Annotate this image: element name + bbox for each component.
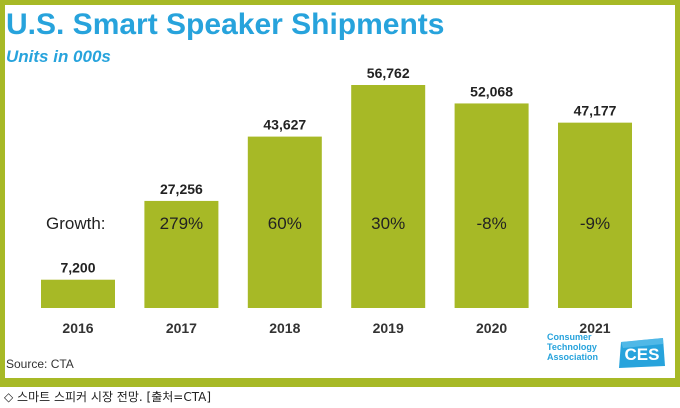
value-label-2016: 7,200	[60, 260, 95, 276]
growth-2019: 30%	[371, 214, 405, 233]
growth-2017: 279%	[160, 214, 203, 233]
image-caption: ◇ 스마트 스피커 시장 전망. [출처=CTA]	[4, 390, 212, 404]
logo-line-2: Technology	[547, 342, 597, 352]
growth-2018: 60%	[268, 214, 302, 233]
value-label-2021: 47,177	[574, 103, 617, 119]
x-tick-2018: 2018	[269, 320, 300, 336]
bar-chart: Growth: 7,200 2016 27,256 279% 2017 43,627 60% 2…	[41, 65, 632, 336]
bar-2020	[454, 103, 529, 308]
chart-title: U.S. Smart Speaker Shipments	[6, 8, 445, 41]
x-tick-2016: 2016	[62, 320, 93, 336]
growth-2020: -8%	[476, 214, 506, 233]
logo-wordmark: Consumer Technology Association	[547, 332, 598, 362]
x-tick-2020: 2020	[476, 320, 507, 336]
value-label-2019: 56,762	[367, 65, 410, 81]
cta-ces-logo: Consumer Technology Association CES	[547, 330, 669, 372]
x-tick-2019: 2019	[373, 320, 404, 336]
bar-2019	[351, 85, 426, 308]
source-note: Source: CTA	[6, 357, 74, 371]
bar-2021	[558, 122, 632, 309]
bar-2016	[41, 279, 115, 308]
bar-2018	[247, 136, 322, 308]
x-tick-2017: 2017	[166, 320, 197, 336]
bar-2017	[144, 200, 219, 308]
growth-2021: -9%	[580, 214, 610, 233]
logo-line-1: Consumer	[547, 332, 592, 342]
value-label-2020: 52,068	[470, 83, 513, 99]
chart-subtitle: Units in 000s	[6, 47, 111, 66]
growth-label: Growth:	[46, 214, 106, 233]
logo-line-3: Association	[547, 352, 599, 362]
x-tick-2021: 2021	[579, 320, 610, 336]
value-label-2018: 43,627	[263, 117, 306, 133]
ces-logo-text: CES	[625, 345, 660, 364]
value-label-2017: 27,256	[160, 181, 203, 197]
ces-logo-icon: CES	[619, 338, 665, 368]
